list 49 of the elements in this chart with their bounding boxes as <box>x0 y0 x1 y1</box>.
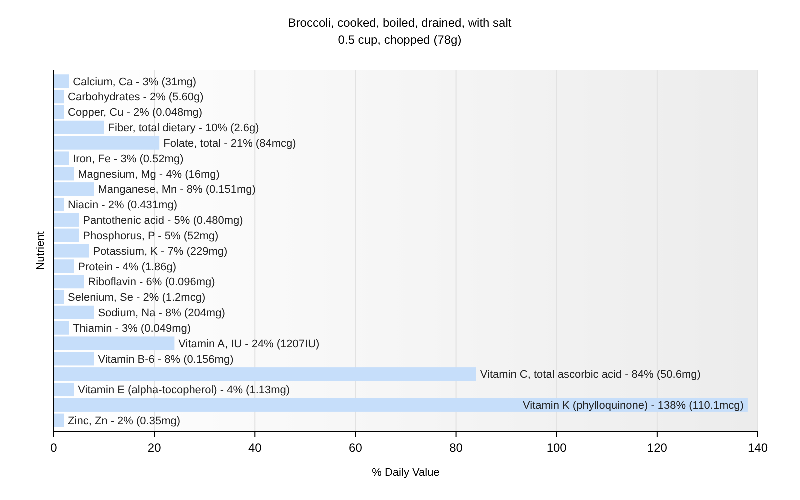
y-tick-label: Sodium, Na - 8% (204mg) <box>98 308 226 320</box>
y-tick-label: Zinc, Zn - 2% (0.35mg) <box>68 415 181 428</box>
y-tick-label: Pantothenic acid - 5% (0.480mg) <box>83 215 244 228</box>
y-tick-label: Vitamin E (alpha-tocopherol) - 4% (1.13mg) <box>78 384 290 397</box>
bar <box>54 198 64 212</box>
y-tick-label: Selenium, Se - 2% (1.2mcg) <box>68 292 206 304</box>
x-tick-label: 20 <box>148 441 162 455</box>
y-tick-label: Vitamin A, IU - 24% (1207IU) <box>178 338 320 350</box>
y-tick-label: Phosphorus, P - 5% (52mg) <box>83 230 219 242</box>
y-tick-label: Calcium, Ca - 3% (31mg) <box>73 76 197 88</box>
x-tick-label: 60 <box>349 441 363 455</box>
bar <box>54 398 748 412</box>
y-tick-label: Niacin - 2% (0.431mg) <box>68 200 178 212</box>
bar <box>54 382 74 397</box>
x-tick-label: 0 <box>50 441 58 455</box>
bar <box>54 290 64 304</box>
bar <box>54 368 476 382</box>
y-tick-label: Vitamin B-6 - 8% (0.156mg) <box>98 354 234 366</box>
bar <box>54 90 64 104</box>
x-tick-label: 120 <box>647 441 668 455</box>
bar <box>54 306 94 320</box>
y-tick-label: Fiber, total dietary - 10% (2.6g) <box>108 122 260 135</box>
chart-title: Broccoli, cooked, boiled, drained, with salt <box>288 16 512 30</box>
bar <box>54 275 84 289</box>
y-tick-label: Manganese, Mn - 8% (0.151mg) <box>98 184 256 196</box>
y-tick-label: Vitamin C, total ascorbic acid - 84% (50.6mg) <box>480 369 701 382</box>
y-tick-label: Thiamin - 3% (0.049mg) <box>73 322 192 335</box>
x-tick-label: 40 <box>248 441 262 455</box>
bar <box>54 120 104 134</box>
bar <box>54 414 64 428</box>
y-tick-label: Iron, Fe - 3% (0.52mg) <box>73 153 184 166</box>
y-tick-label: Riboflavin - 6% (0.096mg) <box>88 276 216 289</box>
x-tick-label: 140 <box>748 441 768 455</box>
x-tick-label: 100 <box>546 441 568 455</box>
x-tick-label: 80 <box>450 441 464 455</box>
y-tick-label: Carbohydrates - 2% (5.60g) <box>68 92 204 104</box>
y-tick-label: Potassium, K - 7% (229mg) <box>93 246 228 258</box>
bar <box>54 182 94 196</box>
y-axis-title: Nutrient <box>35 232 47 270</box>
y-tick-label: Magnesium, Mg - 4% (16mg) <box>78 168 220 181</box>
y-tick-label: Folate, total - 21% (84mcg) <box>164 138 296 150</box>
bar <box>54 74 70 88</box>
chart-subtitle: 0.5 cup, chopped (78g) <box>338 33 462 47</box>
bar <box>54 105 64 120</box>
x-axis-title: % Daily Value <box>372 467 440 479</box>
y-tick-label: Copper, Cu - 2% (0.048mg) <box>68 107 203 120</box>
y-tick-label: Vitamin K (phylloquinone) - 138% (110.1mcg) <box>523 400 744 412</box>
y-tick-label: Protein - 4% (1.86g) <box>78 261 177 274</box>
bar <box>54 213 80 227</box>
